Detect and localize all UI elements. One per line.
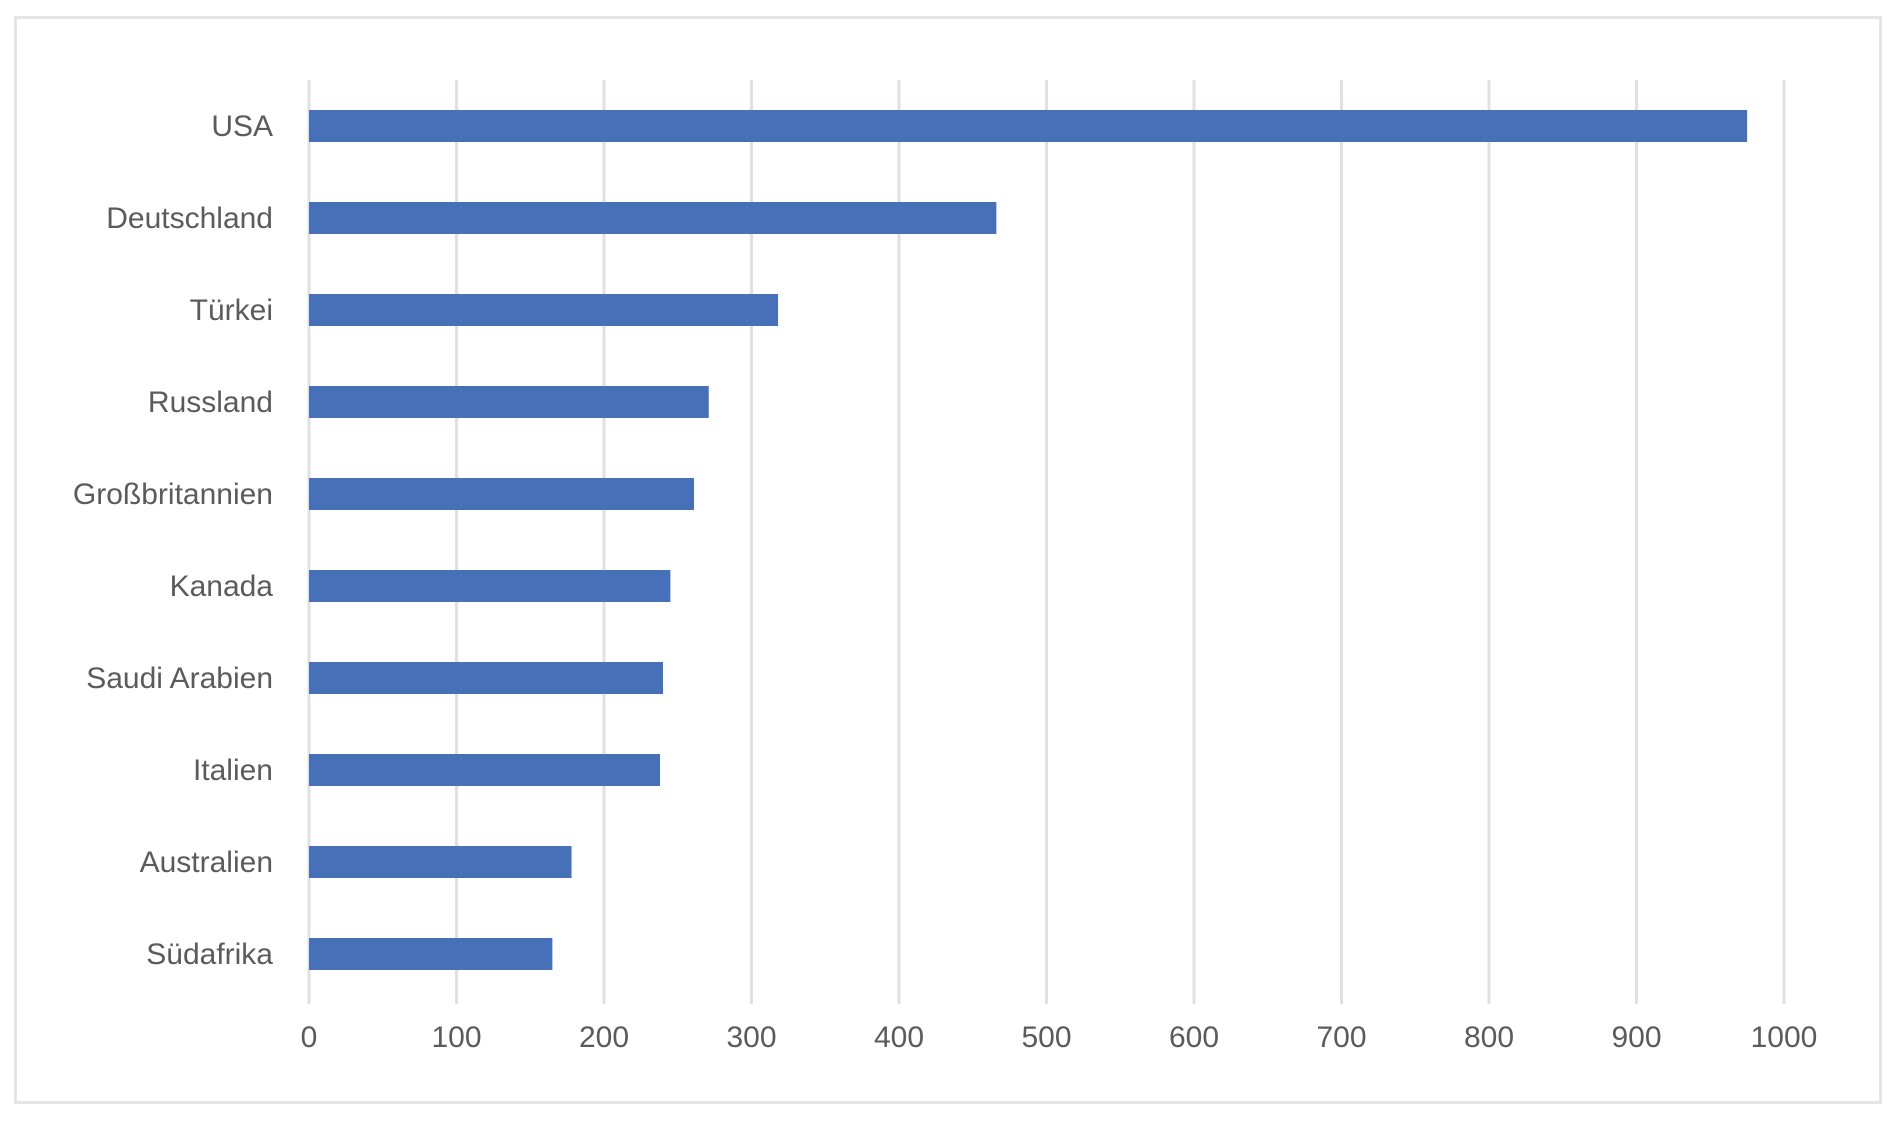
x-tick-label: 300 [726, 1021, 776, 1054]
x-tick-label: 800 [1464, 1021, 1514, 1054]
category-label: Saudi Arabien [86, 662, 273, 695]
chart-frame [14, 16, 1882, 1104]
bar [309, 478, 694, 510]
x-tick-label: 0 [301, 1021, 318, 1054]
category-label: Südafrika [146, 938, 273, 971]
bar [309, 846, 572, 878]
bar [309, 662, 663, 694]
category-label: Türkei [190, 294, 273, 327]
x-tick-label: 500 [1021, 1021, 1071, 1054]
bar [309, 294, 779, 326]
category-label: Kanada [170, 570, 274, 603]
x-tick-label: 700 [1316, 1021, 1366, 1054]
x-tick-label: 900 [1611, 1021, 1661, 1054]
bar [309, 110, 1748, 142]
bar [309, 570, 671, 602]
category-label: Deutschland [106, 202, 273, 235]
category-label: Australien [140, 846, 273, 879]
x-tick-label: 400 [874, 1021, 924, 1054]
x-tick-label: 600 [1169, 1021, 1219, 1054]
x-tick-label: 100 [431, 1021, 481, 1054]
bar [309, 202, 997, 234]
bar [309, 754, 661, 786]
bar [309, 386, 709, 418]
bar [309, 938, 553, 970]
bars [309, 110, 1748, 970]
x-tick-label: 1000 [1751, 1021, 1818, 1054]
x-tick-labels: 0 100 200 300 400 500 600 700 800 900 1000 [301, 1021, 1818, 1054]
category-label: USA [211, 110, 273, 143]
category-label: Italien [193, 754, 273, 787]
x-tick-label: 200 [579, 1021, 629, 1054]
category-label: Großbritannien [73, 478, 273, 511]
category-labels: USA Deutschland Türkei Russland Großbritanni… [73, 110, 273, 971]
category-label: Russland [148, 386, 273, 419]
